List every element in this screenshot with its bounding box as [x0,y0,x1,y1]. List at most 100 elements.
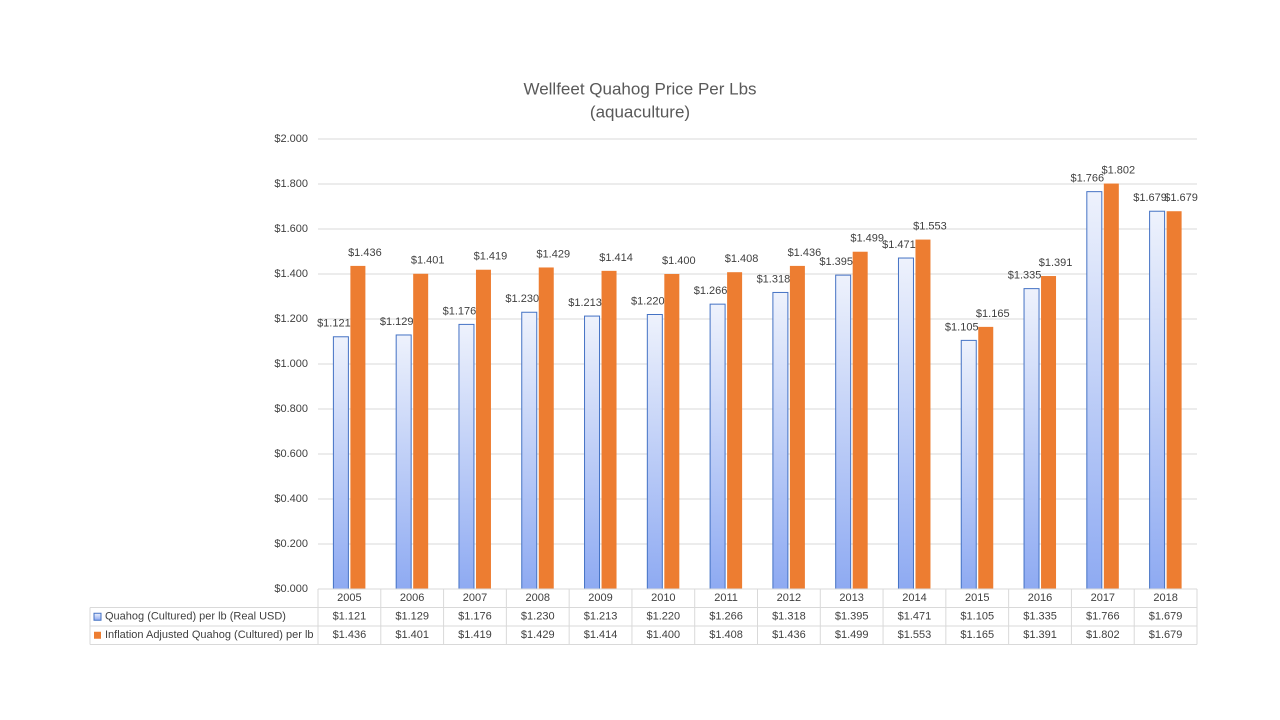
bar [601,270,617,589]
bar [852,251,868,589]
x-tick-label: 2009 [588,592,612,604]
data-label: $1.176 [443,305,477,317]
bar [1103,183,1119,590]
bar [475,269,491,589]
table-cell: $1.335 [1023,611,1057,623]
x-tick-label: 2010 [651,592,675,604]
bar [1041,276,1057,589]
data-label: $1.802 [1101,164,1135,176]
bar [1166,211,1182,589]
y-tick-label: $0.200 [274,538,308,550]
x-tick-label: 2015 [965,592,989,604]
table-cell: $1.400 [646,629,680,641]
legend-label: Quahog (Cultured) per lb (Real USD) [105,611,286,623]
x-tick-label: 2007 [463,592,487,604]
data-label: $1.318 [757,273,791,285]
x-tick-label: 2016 [1028,592,1052,604]
table-cell: $1.401 [395,629,429,641]
y-tick-label: $1.800 [274,178,308,190]
table-cell: $1.121 [333,611,367,623]
y-tick-label: $2.000 [274,133,308,145]
table-cell: $1.679 [1149,629,1183,641]
bar [395,334,412,590]
data-label: $1.679 [1133,192,1167,204]
y-tick-label: $1.600 [274,223,308,235]
y-tick-label: $0.800 [274,403,308,415]
data-label: $1.400 [662,255,696,267]
table-cell: $1.553 [898,629,932,641]
data-label: $1.165 [976,308,1010,320]
x-tick-label: 2013 [839,592,863,604]
y-tick-label: $1.400 [274,268,308,280]
data-label: $1.436 [348,247,382,259]
x-tick-label: 2018 [1153,592,1177,604]
bar [960,339,977,590]
y-tick-label: $1.000 [274,358,308,370]
bar [1149,210,1166,590]
data-label: $1.335 [1008,270,1042,282]
bar [521,311,538,590]
table-cell: $1.165 [960,629,994,641]
table-cell: $1.391 [1023,629,1057,641]
bar [978,326,994,589]
data-label: $1.766 [1070,173,1104,185]
table-cell: $1.213 [584,611,618,623]
bar [538,267,554,589]
data-label: $1.213 [568,297,602,309]
bar [1023,288,1040,590]
table-cell: $1.105 [960,611,994,623]
table-cell: $1.408 [709,629,743,641]
x-tick-label: 2005 [337,592,361,604]
legend-key [93,612,102,621]
legend-label: Inflation Adjusted Quahog (Cultured) per… [105,629,314,641]
bar [664,274,680,589]
bar [350,265,366,589]
data-label: $1.230 [505,293,539,305]
y-tick-label: $0.600 [274,448,308,460]
data-label: $1.129 [380,316,414,328]
bar [709,303,726,590]
table-cell: $1.471 [898,611,932,623]
bar [646,314,663,590]
table-cell: $1.436 [772,629,806,641]
bar [915,239,931,589]
table-cell: $1.230 [521,611,555,623]
bar [458,323,475,590]
bar [584,315,601,590]
table-cell: $1.414 [584,629,618,641]
chart-title: Wellfeet Quahog Price Per Lbs [523,79,756,98]
data-label: $1.436 [788,247,822,259]
data-label: $1.429 [536,248,570,260]
data-label: $1.401 [411,255,445,267]
data-label: $1.391 [1039,257,1073,269]
legend-key [94,631,101,639]
y-tick-label: $0.000 [274,583,308,595]
x-tick-label: 2017 [1091,592,1115,604]
table-cell: $1.395 [835,611,869,623]
data-label: $1.471 [882,239,916,251]
table-cell: $1.766 [1086,611,1120,623]
table-cell: $1.679 [1149,611,1183,623]
bar [1086,191,1103,590]
x-tick-label: 2011 [714,592,738,604]
data-label: $1.499 [850,233,884,245]
bar [727,272,743,589]
chart-subtitle: (aquaculture) [590,102,690,121]
bar [332,336,349,590]
x-tick-label: 2008 [526,592,550,604]
table-cell: $1.176 [458,611,492,623]
x-tick-label: 2006 [400,592,424,604]
bar [789,265,805,589]
data-label: $1.105 [945,321,979,333]
data-label: $1.679 [1164,192,1198,204]
x-tick-label: 2012 [777,592,801,604]
data-label: $1.408 [725,253,759,265]
table-cell: $1.802 [1086,629,1120,641]
y-tick-label: $1.200 [274,313,308,325]
y-tick-label: $0.400 [274,493,308,505]
table-cell: $1.436 [333,629,367,641]
table-cell: $1.429 [521,629,555,641]
x-tick-label: 2014 [902,592,926,604]
table-cell: $1.499 [835,629,869,641]
